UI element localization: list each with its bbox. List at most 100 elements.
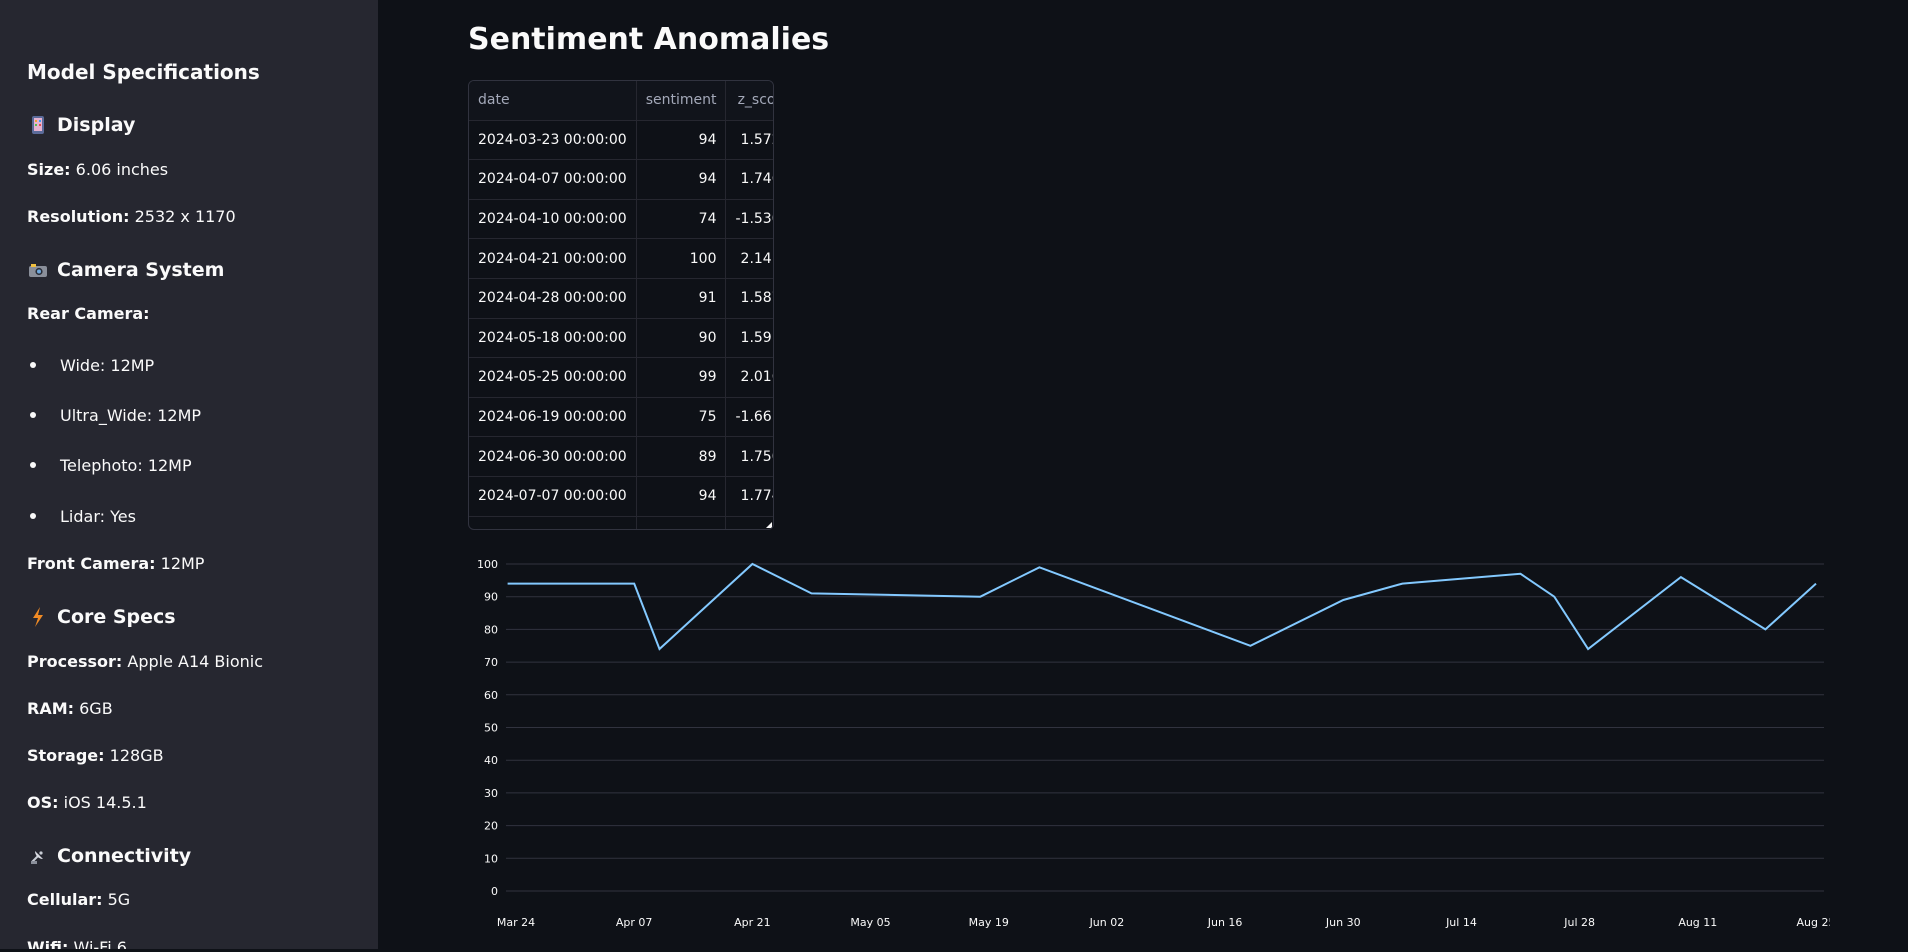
cell-z-score[interactable]: -1.5309 [725,199,773,240]
data-point[interactable] [628,578,640,590]
cell-date[interactable]: 2024-04-28 00:00:00 [469,278,637,319]
cell-sentiment[interactable]: 94 [636,159,727,200]
y-tick-label: 70 [484,656,498,669]
camera-icon [27,259,49,281]
cell-sentiment[interactable] [636,516,727,529]
anomalies-table[interactable]: date sentiment z_score 2024-03-23 00:00:… [468,80,774,530]
cell-sentiment[interactable]: 74 [636,199,727,240]
data-point[interactable] [805,587,817,599]
cell-date[interactable]: 2024-04-21 00:00:00 [469,238,637,279]
cell-sentiment[interactable]: 90 [636,318,727,359]
display-heading-label: Display [57,114,136,136]
x-tick-label: Apr 07 [616,916,653,929]
data-point[interactable] [1033,561,1045,573]
cell-date[interactable]: 2024-06-30 00:00:00 [469,436,637,477]
cell-date[interactable]: 2024-04-10 00:00:00 [469,199,637,240]
data-point[interactable] [1337,594,1349,606]
cell-z-score[interactable] [725,516,773,529]
connectivity-heading-label: Connectivity [57,845,192,867]
cell-z-score[interactable]: 1.5876 [725,278,773,319]
cell-sentiment[interactable]: 94 [636,476,727,517]
data-point[interactable] [1396,578,1408,590]
data-point[interactable] [746,558,758,570]
y-tick-label: 10 [484,852,498,865]
data-point[interactable] [1759,623,1771,635]
storage: Storage: 128GB [27,746,164,765]
cell-sentiment[interactable]: 99 [636,357,727,398]
display-heading: Display [27,114,135,136]
cell-z-score[interactable]: 1.7507 [725,436,773,477]
table-row[interactable]: 2024-07-21 00:00:00 [469,516,773,529]
cell-date[interactable]: 2024-05-18 00:00:00 [469,318,637,359]
wifi: Wifi: Wi-Fi 6 [27,938,127,949]
column-header-z-score[interactable]: z_score [725,81,773,121]
cell-date[interactable]: 2024-07-07 00:00:00 [469,476,637,517]
data-point[interactable] [1515,568,1527,580]
y-tick-label: 30 [484,787,498,800]
connectivity-heading: Connectivity [27,845,191,867]
sidebar: Model Specifications Display Size: 6.06 … [0,0,378,949]
data-point[interactable] [1675,571,1687,583]
ram: RAM: 6GB [27,699,113,718]
data-point[interactable] [502,578,514,590]
column-header-date[interactable]: date [469,81,637,121]
cell-date[interactable]: 2024-05-25 00:00:00 [469,357,637,398]
x-tick-label: Jun 30 [1325,916,1361,929]
front-camera: Front Camera: 12MP [27,554,205,573]
y-tick-label: 100 [477,558,498,571]
cell-z-score[interactable]: 1.7462 [725,159,773,200]
processor: Processor: Apple A14 Bionic [27,652,263,671]
y-tick-label: 0 [491,885,498,898]
cell-z-score[interactable]: 1.5915 [725,318,773,359]
cell-date[interactable]: 2024-07-21 00:00:00 [469,516,637,529]
x-tick-label: Aug 11 [1678,916,1717,929]
data-point[interactable] [1548,591,1560,603]
os: OS: iOS 14.5.1 [27,793,147,812]
cell-sentiment[interactable]: 91 [636,278,727,319]
data-point[interactable] [974,591,986,603]
camera-heading-label: Camera System [57,259,225,281]
data-point[interactable] [1810,578,1822,590]
camera-heading: Camera System [27,259,224,281]
cell-z-score[interactable]: 1.5724 [725,120,773,161]
lightning-icon [27,606,49,628]
cell-z-score[interactable]: 2.0168 [725,357,773,398]
cell-date[interactable]: 2024-04-07 00:00:00 [469,159,637,200]
x-tick-label: Jun 16 [1207,916,1243,929]
column-header-sentiment[interactable]: sentiment [636,81,727,121]
cell-sentiment[interactable]: 75 [636,397,727,438]
list-item: Lidar: Yes [27,507,136,526]
series-line[interactable] [507,562,1817,651]
cell-sentiment[interactable]: 100 [636,238,727,279]
chart-canvas: 0 10 20 30 40 50 60 70 80 90 100 Mar 24 Apr 07 Apr 21… [477,558,1835,929]
list-item: Wide: 12MP [27,356,154,375]
cell-date[interactable]: 2024-06-19 00:00:00 [469,397,637,438]
data-point[interactable] [1244,640,1256,652]
cell-z-score[interactable]: -1.6613 [725,397,773,438]
cell-sentiment[interactable]: 89 [636,436,727,477]
sentiment-line-chart[interactable]: 0 10 20 30 40 50 60 70 80 90 100 Mar 24 Apr 07 Apr 21… [458,548,1835,948]
cell-z-score[interactable]: 2.1418 [725,238,773,279]
table-header-row: date sentiment z_score [469,81,773,121]
data-point[interactable] [1582,643,1594,655]
x-tick-label: Jun 02 [1089,916,1125,929]
list-item: Telephoto: 12MP [27,456,192,475]
display-resolution: Resolution: 2532 x 1170 [27,207,236,226]
data-point[interactable] [654,643,666,655]
cell-date[interactable]: 2024-03-23 00:00:00 [469,120,637,161]
x-tick-label: Apr 21 [734,916,771,929]
cell-z-score[interactable]: 1.7741 [725,476,773,517]
table-resize-handle[interactable] [766,522,772,528]
cell-sentiment[interactable]: 94 [636,120,727,161]
y-tick-label: 60 [484,689,498,702]
